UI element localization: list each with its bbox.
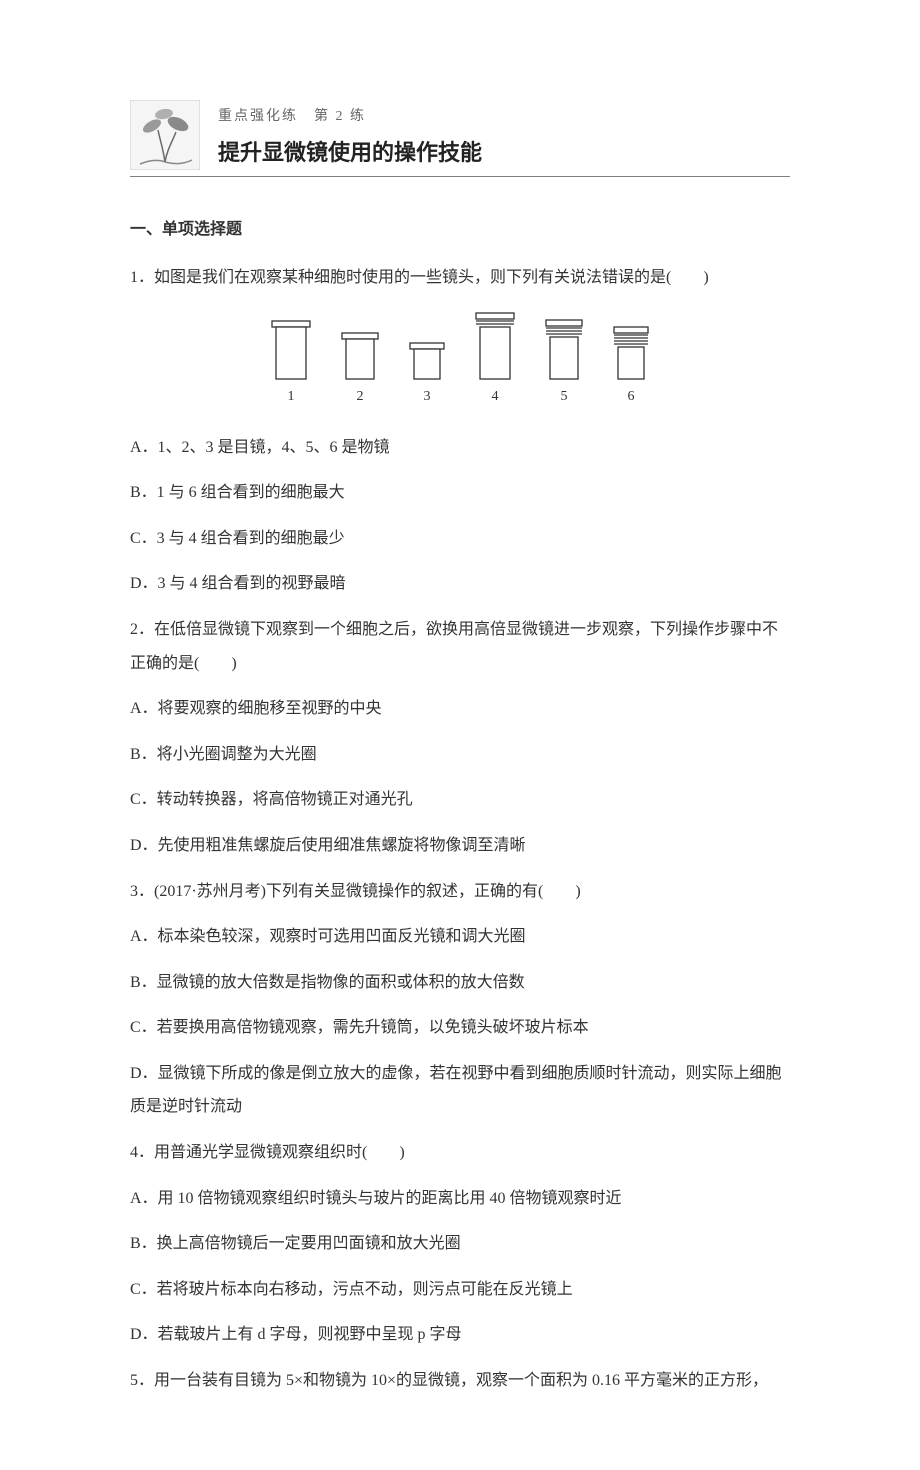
lens-label: 6 <box>628 386 635 408</box>
q5-stem: 5．用一台装有目镜为 5×和物镜为 10×的显微镜，观察一个面积为 0.16 平… <box>130 1364 790 1398</box>
lens-item: 6 <box>612 326 650 408</box>
q1-option-a: A．1、2、3 是目镜，4、5、6 是物镜 <box>130 431 790 465</box>
q2-stem: 2．在低倍显微镜下观察到一个细胞之后，欲换用高倍显微镜进一步观察，下列操作步骤中… <box>130 613 790 680</box>
q4-option-c: C．若将玻片标本向右移动，污点不动，则污点可能在反光镜上 <box>130 1273 790 1307</box>
lens-item: 1 <box>270 320 312 408</box>
lens-icon <box>474 312 516 380</box>
q3-option-d: D．显微镜下所成的像是倒立放大的虚像，若在视野中看到细胞质顺时针流动，则实际上细… <box>130 1057 790 1124</box>
q1-option-b: B．1 与 6 组合看到的细胞最大 <box>130 476 790 510</box>
lens-label: 1 <box>288 386 295 408</box>
lens-icon <box>270 320 312 380</box>
lens-item: 4 <box>474 312 516 408</box>
q4-option-b: B．换上高倍物镜后一定要用凹面镜和放大光圈 <box>130 1227 790 1261</box>
lens-label: 4 <box>492 386 499 408</box>
q4-option-d: D．若载玻片上有 d 字母，则视野中呈现 p 字母 <box>130 1318 790 1352</box>
q4-option-a: A．用 10 倍物镜观察组织时镜头与玻片的距离比用 40 倍物镜观察时近 <box>130 1182 790 1216</box>
lens-figure: 1 2 3 4 5 6 <box>130 312 790 408</box>
q2-option-a: A．将要观察的细胞移至视野的中央 <box>130 692 790 726</box>
q3-stem: 3．(2017·苏州月考)下列有关显微镜操作的叙述，正确的有( ) <box>130 875 790 909</box>
lens-label: 5 <box>561 386 568 408</box>
question-1: 1．如图是我们在观察某种细胞时使用的一些镜头，则下列有关说法错误的是( ) 1 2… <box>130 261 790 601</box>
question-5: 5．用一台装有目镜为 5×和物镜为 10×的显微镜，观察一个面积为 0.16 平… <box>130 1364 790 1398</box>
header-subtitle: 重点强化练 第 2 练 <box>218 106 482 128</box>
lens-label: 3 <box>424 386 431 408</box>
lens-icon <box>408 342 446 380</box>
q3-option-c: C．若要换用高倍物镜观察，需先升镜筒，以免镜头破坏玻片标本 <box>130 1011 790 1045</box>
q1-option-c: C．3 与 4 组合看到的细胞最少 <box>130 522 790 556</box>
q1-stem: 1．如图是我们在观察某种细胞时使用的一些镜头，则下列有关说法错误的是( ) <box>130 261 790 295</box>
q2-option-b: B．将小光圈调整为大光圈 <box>130 738 790 772</box>
lens-item: 2 <box>340 332 380 408</box>
header-text: 重点强化练 第 2 练 提升显微镜使用的操作技能 <box>218 106 482 170</box>
q2-option-d: D．先使用粗准焦螺旋后使用细准焦螺旋将物像调至清晰 <box>130 829 790 863</box>
question-2: 2．在低倍显微镜下观察到一个细胞之后，欲换用高倍显微镜进一步观察，下列操作步骤中… <box>130 613 790 863</box>
q4-stem: 4．用普通光学显微镜观察组织时( ) <box>130 1136 790 1170</box>
lens-icon <box>340 332 380 380</box>
section-heading: 一、单项选择题 <box>130 217 790 243</box>
lens-label: 2 <box>357 386 364 408</box>
page-header: 重点强化练 第 2 练 提升显微镜使用的操作技能 <box>130 100 790 177</box>
question-4: 4．用普通光学显微镜观察组织时( ) A．用 10 倍物镜观察组织时镜头与玻片的… <box>130 1136 790 1352</box>
q2-option-c: C．转动转换器，将高倍物镜正对通光孔 <box>130 783 790 817</box>
lens-item: 3 <box>408 342 446 408</box>
question-3: 3．(2017·苏州月考)下列有关显微镜操作的叙述，正确的有( ) A．标本染色… <box>130 875 790 1125</box>
lens-item: 5 <box>544 319 584 408</box>
header-title: 提升显微镜使用的操作技能 <box>218 135 482 170</box>
q3-option-b: B．显微镜的放大倍数是指物像的面积或体积的放大倍数 <box>130 966 790 1000</box>
q3-option-a: A．标本染色较深，观察时可选用凹面反光镜和调大光圈 <box>130 920 790 954</box>
lens-icon <box>544 319 584 380</box>
q1-option-d: D．3 与 4 组合看到的视野最暗 <box>130 567 790 601</box>
plant-icon <box>130 100 200 170</box>
lens-icon <box>612 326 650 380</box>
